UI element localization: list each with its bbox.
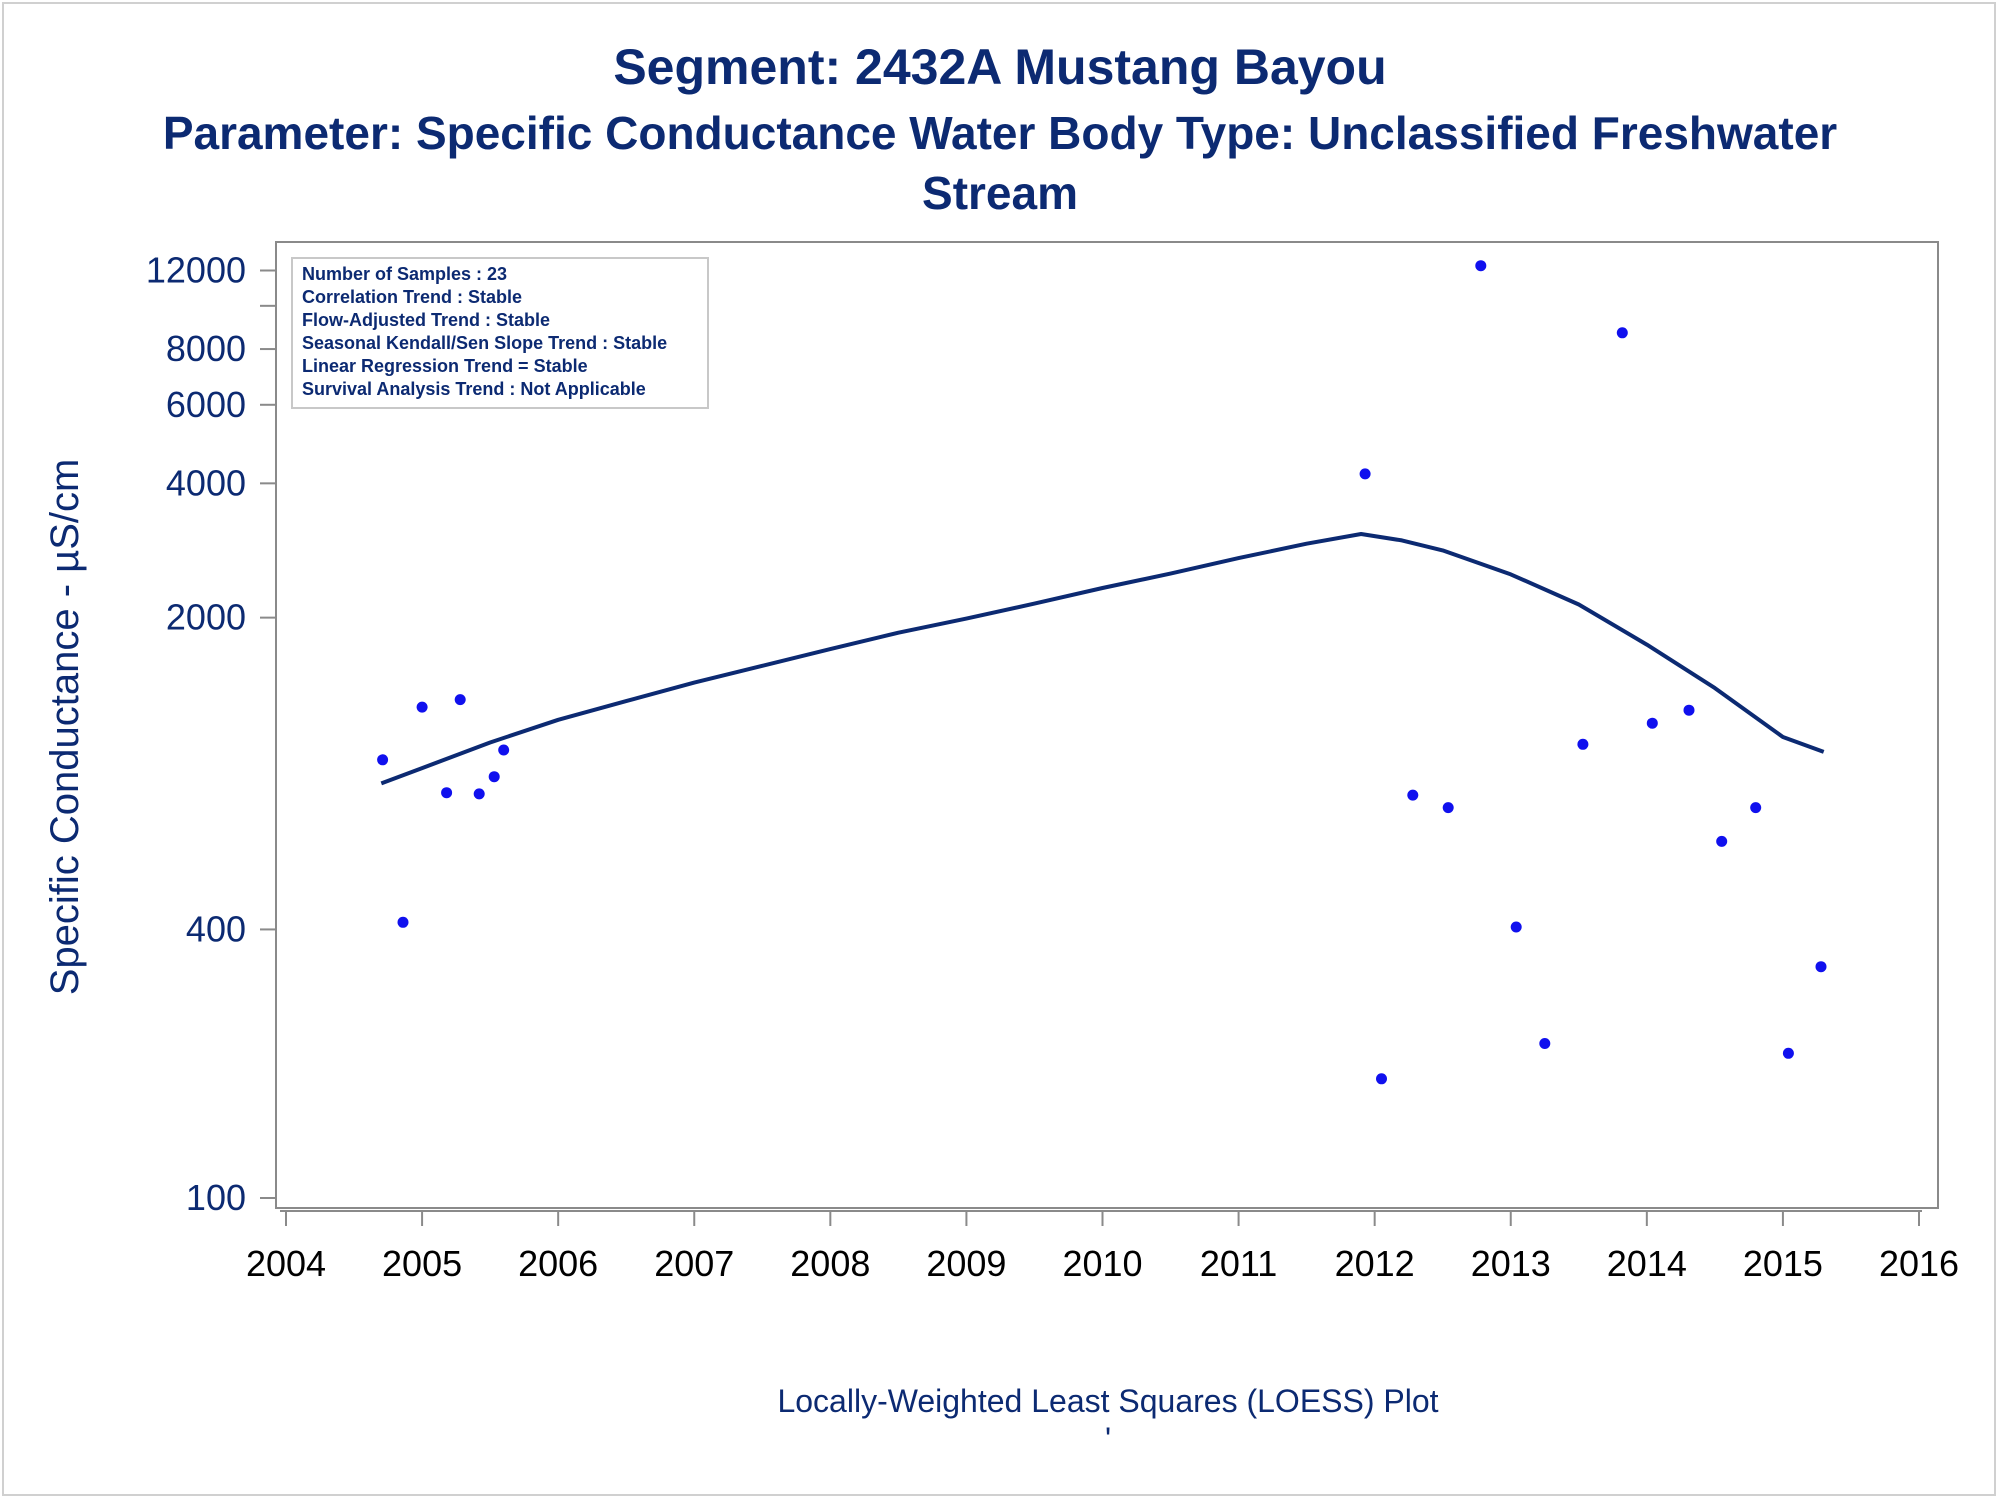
legend-entry: Seasonal Kendall/Sen Slope Trend : Stabl… xyxy=(302,333,667,353)
x-tick-label: 2006 xyxy=(518,1243,598,1284)
loess-series xyxy=(380,532,1825,786)
y-tick-label: 8000 xyxy=(166,328,246,369)
y-tick-label: 12000 xyxy=(146,250,246,291)
footnote-mark: ' xyxy=(1105,1421,1111,1457)
sample-point xyxy=(1376,1073,1387,1085)
sample-points-series xyxy=(377,260,1827,1085)
sample-point xyxy=(488,771,500,783)
sample-point xyxy=(1539,1038,1551,1049)
chart-title: Segment: 2432A Mustang Bayou xyxy=(613,39,1387,95)
sample-point xyxy=(1646,717,1658,729)
footnote: Locally-Weighted Least Squares (LOESS) P… xyxy=(777,1383,1438,1419)
sample-point xyxy=(1359,468,1371,480)
sample-point xyxy=(498,744,510,756)
x-tick-label: 2010 xyxy=(1062,1243,1142,1284)
sample-point xyxy=(473,788,485,800)
legend-entry: Correlation Trend : Stable xyxy=(302,287,522,307)
x-tick-label: 2013 xyxy=(1471,1243,1551,1284)
legend: Number of Samples : 23 Correlation Trend … xyxy=(291,257,709,409)
sample-point xyxy=(1577,738,1589,750)
x-tick-label: 2009 xyxy=(926,1243,1006,1284)
sample-point xyxy=(1510,921,1522,933)
sample-point xyxy=(1716,835,1728,847)
y-tick-label: 400 xyxy=(186,908,246,949)
sample-point xyxy=(441,787,453,799)
sample-point xyxy=(1442,802,1454,814)
legend-box xyxy=(291,257,709,409)
x-tick-label: 2011 xyxy=(1200,1243,1277,1284)
sample-point xyxy=(416,701,428,713)
x-tick-label: 2005 xyxy=(382,1243,462,1284)
x-tick-label: 2014 xyxy=(1607,1243,1687,1284)
x-tick-label: 2012 xyxy=(1335,1243,1415,1284)
x-tick-label: 2007 xyxy=(654,1243,734,1284)
loess-curve xyxy=(380,532,1825,786)
sample-point xyxy=(1750,802,1762,814)
y-axis-label: Specific Conductance - µS/cm xyxy=(43,459,87,996)
legend-entry: Number of Samples : 23 xyxy=(302,264,507,284)
sample-point xyxy=(1616,327,1628,339)
chart-subtitle-line2: Stream xyxy=(922,167,1078,219)
y-tick-label: 6000 xyxy=(166,384,246,425)
x-tick-label: 2015 xyxy=(1743,1243,1823,1284)
legend-entry: Flow-Adjusted Trend : Stable xyxy=(302,310,550,330)
x-tick-label: 2008 xyxy=(790,1243,870,1284)
sample-point xyxy=(1407,789,1419,801)
sample-point xyxy=(1782,1047,1794,1059)
x-tick-label: 2016 xyxy=(1879,1243,1959,1284)
sample-point xyxy=(1683,704,1695,716)
x-axis: 2004 2005 2006 2007 2008 2009 2010 2011 2012 2013… xyxy=(246,1210,1959,1284)
plot-area xyxy=(275,241,1939,1209)
sample-point xyxy=(454,694,466,706)
y-tick-label: 100 xyxy=(186,1177,246,1218)
x-tick-label: 2004 xyxy=(246,1243,326,1284)
sample-point xyxy=(377,754,389,766)
chart-subtitle-line1: Parameter: Specific Conductance Water Bo… xyxy=(162,107,1838,159)
y-axis: 100 400 2000 4000 6000 8000 12000 xyxy=(146,250,276,1218)
y-tick-label: 4000 xyxy=(166,462,246,503)
sample-point xyxy=(1815,961,1827,973)
sample-point xyxy=(397,916,409,928)
y-tick-label: 2000 xyxy=(166,597,246,638)
sample-point xyxy=(1475,260,1487,272)
legend-entry: Survival Analysis Trend : Not Applicable xyxy=(302,379,646,399)
legend-entry: Linear Regression Trend = Stable xyxy=(302,356,588,376)
